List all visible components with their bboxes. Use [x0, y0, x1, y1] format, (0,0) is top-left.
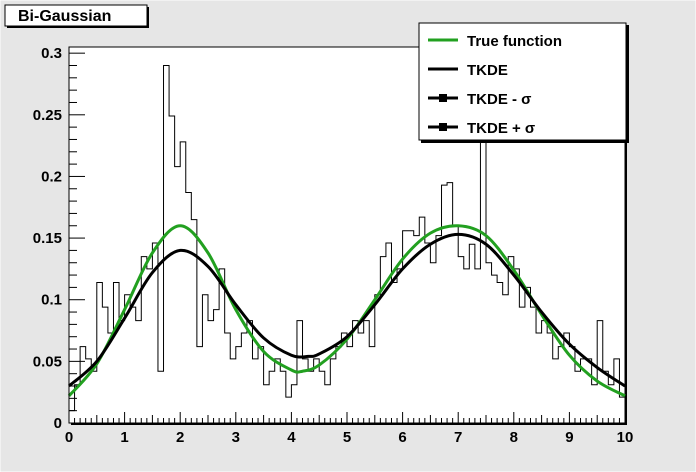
x-tick-label: 7	[454, 429, 462, 446]
legend-box	[418, 22, 627, 141]
series-line-1	[68, 232, 626, 388]
x-tick-label: 4	[287, 429, 296, 446]
title-box-bg	[4, 4, 148, 27]
y-tick-label: 0.1	[41, 292, 62, 309]
legend-label-2: TKDE - σ	[467, 91, 531, 108]
x-tick-label: 9	[565, 429, 573, 446]
x-tick-label: 8	[510, 429, 518, 446]
y-tick-label: 0.2	[41, 168, 62, 185]
x-tick-label: 5	[343, 429, 351, 446]
legend-label-1: TKDE	[467, 62, 508, 79]
legend-label-3: TKDE + σ	[467, 120, 535, 137]
y-tick-label: 0.3	[41, 45, 62, 62]
x-tick-label: 3	[232, 429, 240, 446]
title-box: Bi-Gaussian	[4, 4, 149, 28]
x-tick-label: 1	[120, 429, 128, 446]
y-ticks: 0 0.05 0.1 0.15 0.2 0.25 0.3	[33, 45, 85, 432]
legend-label-0: True function	[467, 33, 562, 50]
legend-marker-3	[439, 123, 447, 131]
y-tick-label: 0.15	[33, 230, 62, 247]
histogram-bars	[68, 64, 626, 423]
histogram	[68, 64, 626, 423]
legend-marker-2	[439, 94, 447, 102]
curves	[67, 224, 626, 398]
y-tick-label: 0	[54, 415, 62, 432]
y-tick-label: 0.25	[33, 107, 62, 124]
x-tick-label: 6	[398, 429, 406, 446]
x-tick-label: 2	[176, 429, 184, 446]
x-tick-label: 10	[617, 429, 634, 446]
x-ticks: 0 1 2 3 4 5 6 7 8 9 10	[65, 412, 634, 446]
x-tick-label: 0	[65, 429, 73, 446]
legend: True function TKDE TKDE - σ TKDE + σ	[418, 22, 629, 143]
chart-title: Bi-Gaussian	[18, 8, 111, 25]
y-tick-label: 0.05	[33, 353, 62, 370]
